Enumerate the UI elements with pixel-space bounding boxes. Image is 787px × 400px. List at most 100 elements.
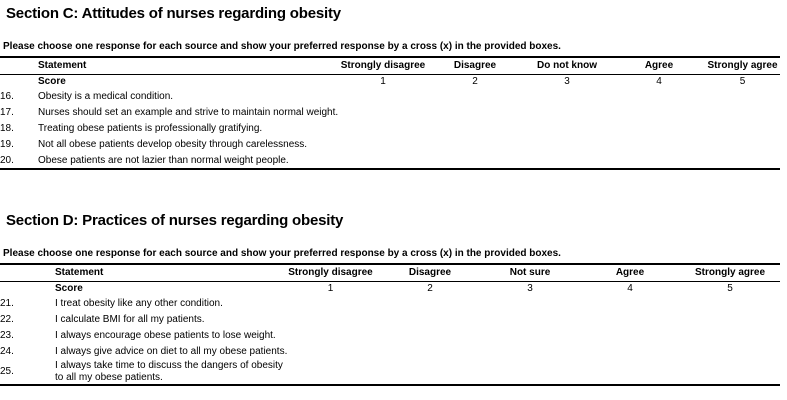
statement-row: 17. Nurses should set an example and str… xyxy=(0,105,780,121)
response-cell[interactable] xyxy=(281,312,380,328)
statement-number: 23. xyxy=(0,330,14,341)
statement-text: I calculate BMI for all my patients. xyxy=(55,314,205,325)
response-cell[interactable] xyxy=(580,360,680,385)
response-cell[interactable] xyxy=(680,328,780,344)
instruction-text: Please choose one response for each sour… xyxy=(3,248,561,259)
section-title: Section D: Practices of nurses regarding… xyxy=(6,212,344,229)
likert-table-section-c: Statement Strongly disagree Disagree Do … xyxy=(0,56,780,170)
response-cell[interactable] xyxy=(705,105,780,121)
response-cell[interactable] xyxy=(613,105,705,121)
response-cell[interactable] xyxy=(480,296,580,312)
statement-row: 21. I treat obesity like any other condi… xyxy=(0,296,780,312)
statement-number: 17. xyxy=(0,107,14,118)
response-cell[interactable] xyxy=(480,360,580,385)
statement-text: I treat obesity like any other condition… xyxy=(55,298,223,309)
response-cell[interactable] xyxy=(613,89,705,105)
response-cell[interactable] xyxy=(337,153,429,169)
response-cell[interactable] xyxy=(380,360,480,385)
section-c: Section C: Attitudes of nurses regarding… xyxy=(0,5,787,170)
response-cell[interactable] xyxy=(281,360,380,385)
column-header-option: Strongly agree xyxy=(680,264,780,282)
response-cell[interactable] xyxy=(281,296,380,312)
score-row: Score 1 2 3 4 5 xyxy=(0,281,780,296)
response-cell[interactable] xyxy=(613,121,705,137)
score-label: Score xyxy=(38,76,66,88)
response-cell[interactable] xyxy=(337,137,429,153)
score-value: 4 xyxy=(627,283,633,295)
response-cell[interactable] xyxy=(613,153,705,169)
statement-number: 18. xyxy=(0,123,14,134)
instruction-text: Please choose one response for each sour… xyxy=(3,41,561,52)
response-cell[interactable] xyxy=(429,137,521,153)
score-row: Score 1 2 3 4 5 xyxy=(0,74,780,89)
column-header-option: Agree xyxy=(580,264,680,282)
response-cell[interactable] xyxy=(480,312,580,328)
response-cell[interactable] xyxy=(429,121,521,137)
response-cell[interactable] xyxy=(380,328,480,344)
response-cell[interactable] xyxy=(521,153,613,169)
statement-text: Obesity is a medical condition. xyxy=(38,91,174,102)
score-label: Score xyxy=(55,283,83,295)
response-cell[interactable] xyxy=(521,89,613,105)
statement-text: I always take time to discuss the danger… xyxy=(55,360,283,383)
response-cell[interactable] xyxy=(429,89,521,105)
statement-row: 23. I always encourage obese patients to… xyxy=(0,328,780,344)
response-cell[interactable] xyxy=(521,137,613,153)
statement-row: 20. Obese patients are not lazier than n… xyxy=(0,153,780,169)
score-value: 3 xyxy=(564,76,570,88)
statement-text: I always encourage obese patients to los… xyxy=(55,330,276,341)
response-cell[interactable] xyxy=(521,105,613,121)
statement-text: Treating obese patients is professionall… xyxy=(38,123,263,134)
statement-row: 19. Not all obese patients develop obesi… xyxy=(0,137,780,153)
response-cell[interactable] xyxy=(680,360,780,385)
statement-text: Not all obese patients develop obesity t… xyxy=(38,139,308,150)
column-header-option: Do not know xyxy=(521,57,613,75)
score-value: 2 xyxy=(427,283,433,295)
score-spacer xyxy=(0,281,38,296)
column-header-option: Strongly disagree xyxy=(281,264,380,282)
statement-row: 25. I always take time to discuss the da… xyxy=(0,360,780,385)
response-cell[interactable] xyxy=(281,328,380,344)
likert-table-section-d: Statement Strongly disagree Disagree Not… xyxy=(0,263,780,386)
response-cell[interactable] xyxy=(337,89,429,105)
statement-text: Obese patients are not lazier than norma… xyxy=(38,154,289,166)
score-value: 5 xyxy=(739,76,746,88)
response-cell[interactable] xyxy=(680,296,780,312)
response-cell[interactable] xyxy=(580,328,680,344)
response-cell[interactable] xyxy=(580,296,680,312)
statement-row: 18. Treating obese patients is professio… xyxy=(0,121,780,137)
statement-text: I always give advice on diet to all my o… xyxy=(55,346,288,357)
response-cell[interactable] xyxy=(480,344,580,360)
column-header-statement: Statement xyxy=(38,57,337,75)
response-cell[interactable] xyxy=(521,121,613,137)
score-value: 1 xyxy=(327,283,334,295)
response-cell[interactable] xyxy=(480,328,580,344)
response-cell[interactable] xyxy=(337,105,429,121)
response-cell[interactable] xyxy=(580,312,680,328)
response-cell[interactable] xyxy=(613,137,705,153)
response-cell[interactable] xyxy=(705,89,780,105)
column-header-option: Not sure xyxy=(480,264,580,282)
response-cell[interactable] xyxy=(705,153,780,169)
response-cell[interactable] xyxy=(580,344,680,360)
response-cell[interactable] xyxy=(429,105,521,121)
score-value: 3 xyxy=(527,283,533,295)
column-header-statement: Statement xyxy=(38,264,281,282)
response-cell[interactable] xyxy=(680,312,780,328)
score-value: 4 xyxy=(656,76,662,88)
statement-number: 24. xyxy=(0,346,14,357)
response-cell[interactable] xyxy=(705,137,780,153)
column-header-option: Strongly disagree xyxy=(337,57,429,75)
response-cell[interactable] xyxy=(380,312,480,328)
statement-row: 16. Obesity is a medical condition. xyxy=(0,89,780,105)
response-cell[interactable] xyxy=(705,121,780,137)
section-d: Section D: Practices of nurses regarding… xyxy=(0,212,787,386)
response-cell[interactable] xyxy=(429,153,521,169)
response-cell[interactable] xyxy=(380,296,480,312)
response-cell[interactable] xyxy=(337,121,429,137)
table-header-row: Statement Strongly disagree Disagree Do … xyxy=(0,57,780,75)
statement-row: 24. I always give advice on diet to all … xyxy=(0,344,780,360)
response-cell[interactable] xyxy=(680,344,780,360)
response-cell[interactable] xyxy=(380,344,480,360)
response-cell[interactable] xyxy=(281,344,380,360)
